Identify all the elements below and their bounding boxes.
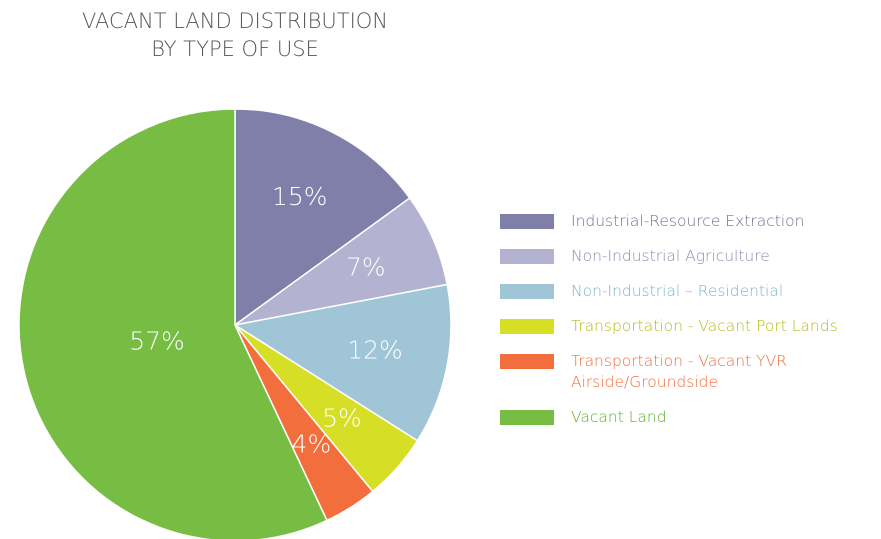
data-label: 15% [272,182,328,211]
pie-slice [234,108,411,327]
legend-swatch [500,354,554,369]
legend-item: Non-Industrial Agriculture [500,246,870,267]
data-label: 4% [292,429,332,458]
pie-slice [232,283,452,442]
legend: Industrial-Resource Extraction Non-Indust… [500,211,870,428]
legend-item: Transportation - Vacant Port Lands [500,316,870,337]
data-label: 5% [322,403,362,432]
legend-item: Vacant Land [500,407,870,428]
legend-swatch [500,284,554,299]
data-label: 7% [346,252,386,281]
legend-swatch [500,410,554,425]
chart-title: VACANT LAND DISTRIBUTION [82,9,388,33]
legend-label: Non-Industrial Agriculture [571,247,770,265]
legend-swatch [500,214,554,229]
legend-swatch [500,249,554,264]
legend-label: Vacant Land [571,408,667,426]
legend-label: Industrial-Resource Extraction [571,212,805,230]
pie-slice [18,108,328,539]
legend-item: Non-Industrial – Residential [500,281,870,302]
legend-label: Transportation - Vacant YVR Airside/Grou… [571,352,787,391]
data-label: 12% [347,336,403,365]
legend-item: Transportation - Vacant YVR Airside/Grou… [500,351,870,393]
legend-swatch [500,319,554,334]
legend-label: Non-Industrial – Residential [571,282,784,300]
legend-label: Transportation - Vacant Port Lands [571,317,838,335]
data-label: 57% [129,326,185,355]
chart-title: BY TYPE OF USE [151,37,319,61]
legend-item: Industrial-Resource Extraction [500,211,870,232]
